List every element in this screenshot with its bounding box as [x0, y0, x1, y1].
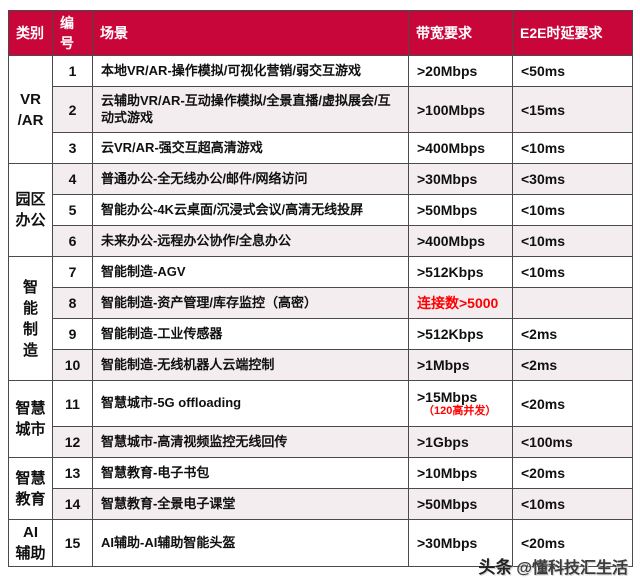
table-row: 3 云VR/AR-强交互超高清游戏 >400Mbps <10ms: [9, 132, 633, 164]
row-number-cell: 12: [52, 426, 93, 458]
table-container: 类别 编号 场景 带宽要求 E2E时延要求 VR /AR 1 本地VR/AR-操…: [8, 10, 633, 567]
bandwidth-cell: >50Mbps: [408, 488, 513, 520]
table-row: 智慧 城市 11 智慧城市-5G offloading >15Mbps （120…: [8, 380, 633, 458]
scenario-cell: 智慧城市-高清视频监控无线回传: [92, 426, 409, 458]
table-row: 12 智慧城市-高清视频监控无线回传 >1Gbps <100ms: [8, 426, 633, 458]
category-cell-ai-assist: AI 辅助: [8, 519, 53, 567]
scenario-cell: 未来办公-远程办公协作/全息办公: [92, 225, 409, 257]
category-cell-campus-office: 园区 办公: [8, 163, 53, 257]
scenario-cell: 智慧教育-全景电子课堂: [92, 488, 409, 520]
category-cell-vr-ar: VR /AR: [8, 55, 53, 164]
row-number-cell: 9: [52, 318, 93, 350]
bandwidth-cell: >400Mbps: [408, 225, 513, 257]
row-number-cell: 5: [52, 194, 93, 226]
latency-cell: [512, 287, 633, 319]
latency-cell: <10ms: [512, 132, 633, 164]
table-row: 9 智能制造-工业传感器 >512Kbps <2ms: [9, 318, 633, 350]
row-number-cell: 6: [52, 225, 93, 257]
bandwidth-value: >15Mbps: [417, 389, 478, 406]
scenario-cell: AI辅助-AI辅助智能头盔: [92, 519, 409, 567]
latency-cell: <100ms: [512, 426, 633, 458]
watermark: 头条 @懂科技汇生活: [478, 553, 628, 578]
table-row: AI 辅助 15 AI辅助-AI辅助智能头盔 >30Mbps <20ms: [8, 519, 633, 567]
bandwidth-cell: >30Mbps: [408, 519, 513, 567]
bandwidth-cell: >400Mbps: [408, 132, 513, 164]
table-row: 10 智能制造-无线机器人云端控制 >1Mbps <2ms: [8, 349, 633, 381]
scenario-cell: 本地VR/AR-操作模拟/可视化营销/弱交互游戏: [92, 55, 409, 87]
bandwidth-cell: >1Mbps: [408, 349, 513, 381]
latency-cell: <10ms: [512, 256, 633, 288]
header-latency: E2E时延要求: [512, 10, 633, 56]
bandwidth-cell: >100Mbps: [408, 86, 513, 133]
latency-cell: <2ms: [512, 349, 633, 381]
latency-cell: <50ms: [512, 55, 633, 87]
bandwidth-cell: >15Mbps （120高并发）: [408, 380, 513, 427]
header-category: 类别: [8, 10, 53, 56]
header-row: 类别 编号 场景 带宽要求 E2E时延要求: [8, 10, 633, 56]
table-row: 智 能 制 造 7 智能制造-AGV >512Kbps <10ms: [8, 256, 633, 381]
table-row: 6 未来办公-远程办公协作/全息办公 >400Mbps <10ms: [8, 225, 633, 257]
row-number-cell: 3: [52, 132, 93, 164]
row-number-cell: 2: [52, 86, 93, 133]
scenario-cell: 云VR/AR-强交互超高清游戏: [92, 132, 409, 164]
latency-cell: <2ms: [512, 318, 633, 350]
latency-cell: <20ms: [512, 519, 633, 567]
category-cell-smart-city: 智慧 城市: [8, 380, 53, 458]
latency-cell: <20ms: [512, 457, 633, 489]
latency-cell: <10ms: [512, 225, 633, 257]
bandwidth-cell: >30Mbps: [408, 163, 513, 195]
scenario-cell: 智能制造-工业传感器: [92, 318, 409, 350]
category-cell-smart-manufacturing: 智 能 制 造: [8, 256, 53, 381]
header-number: 编号: [52, 10, 93, 56]
scenario-cell: 智慧教育-电子书包: [92, 457, 409, 489]
table-row: 5 智能办公-4K云桌面/沉浸式会议/高清无线投屏 >50Mbps <10ms: [9, 194, 633, 226]
row-number-cell: 8: [52, 287, 93, 319]
watermark-brand: 头条: [478, 558, 513, 577]
bandwidth-cell: >1Gbps: [408, 426, 513, 458]
bandwidth-cell: >20Mbps: [408, 55, 513, 87]
row-number-cell: 13: [52, 457, 93, 489]
latency-cell: <30ms: [512, 163, 633, 195]
table-row: 园区 办公 4 普通办公-全无线办公/邮件/网络访问 >30Mbps <30ms: [8, 163, 633, 257]
latency-cell: <10ms: [512, 194, 633, 226]
bandwidth-cell: >10Mbps: [408, 457, 513, 489]
bandwidth-cell: >512Kbps: [408, 318, 513, 350]
table-row: 8 智能制造-资产管理/库存监控（高密） 连接数>5000: [8, 287, 633, 319]
header-scenario: 场景: [92, 10, 409, 56]
scenario-cell: 智能办公-4K云桌面/沉浸式会议/高清无线投屏: [92, 194, 409, 226]
row-number-cell: 1: [52, 55, 93, 87]
scenario-cell: 智能制造-资产管理/库存监控（高密）: [92, 287, 409, 319]
table-row: 智慧 教育 13 智慧教育-电子书包 >10Mbps <20ms: [8, 457, 633, 520]
bandwidth-cell: >50Mbps: [408, 194, 513, 226]
category-cell-smart-education: 智慧 教育: [8, 457, 53, 520]
table-row: 14 智慧教育-全景电子课堂 >50Mbps <10ms: [8, 488, 633, 520]
scenario-cell: 智能制造-AGV: [92, 256, 409, 288]
latency-cell: <15ms: [512, 86, 633, 133]
scenario-cell: 智能制造-无线机器人云端控制: [92, 349, 409, 381]
watermark-handle: @懂科技汇生活: [516, 560, 628, 577]
scenario-cell: 智慧城市-5G offloading: [92, 380, 409, 427]
row-number-cell: 7: [52, 256, 93, 288]
row-number-cell: 15: [52, 519, 93, 567]
row-number-cell: 14: [52, 488, 93, 520]
bandwidth-cell-alert: 连接数>5000: [408, 287, 513, 319]
table-row: 2 云辅助VR/AR-互动操作模拟/全景直播/虚拟展会/互动式游戏 >100Mb…: [8, 86, 633, 133]
bandwidth-cell: >512Kbps: [408, 256, 513, 288]
requirements-table: 类别 编号 场景 带宽要求 E2E时延要求 VR /AR 1 本地VR/AR-操…: [8, 10, 633, 567]
scenario-cell: 云辅助VR/AR-互动操作模拟/全景直播/虚拟展会/互动式游戏: [92, 86, 409, 133]
latency-cell: <20ms: [512, 380, 633, 427]
latency-cell: <10ms: [512, 488, 633, 520]
header-bandwidth: 带宽要求: [408, 10, 513, 56]
scenario-cell: 普通办公-全无线办公/邮件/网络访问: [92, 163, 409, 195]
row-number-cell: 4: [52, 163, 93, 195]
bandwidth-note: （120高并发）: [423, 405, 497, 418]
row-number-cell: 10: [52, 349, 93, 381]
table-row: VR /AR 1 本地VR/AR-操作模拟/可视化营销/弱交互游戏 >20Mbp…: [8, 55, 633, 164]
row-number-cell: 11: [52, 380, 93, 427]
